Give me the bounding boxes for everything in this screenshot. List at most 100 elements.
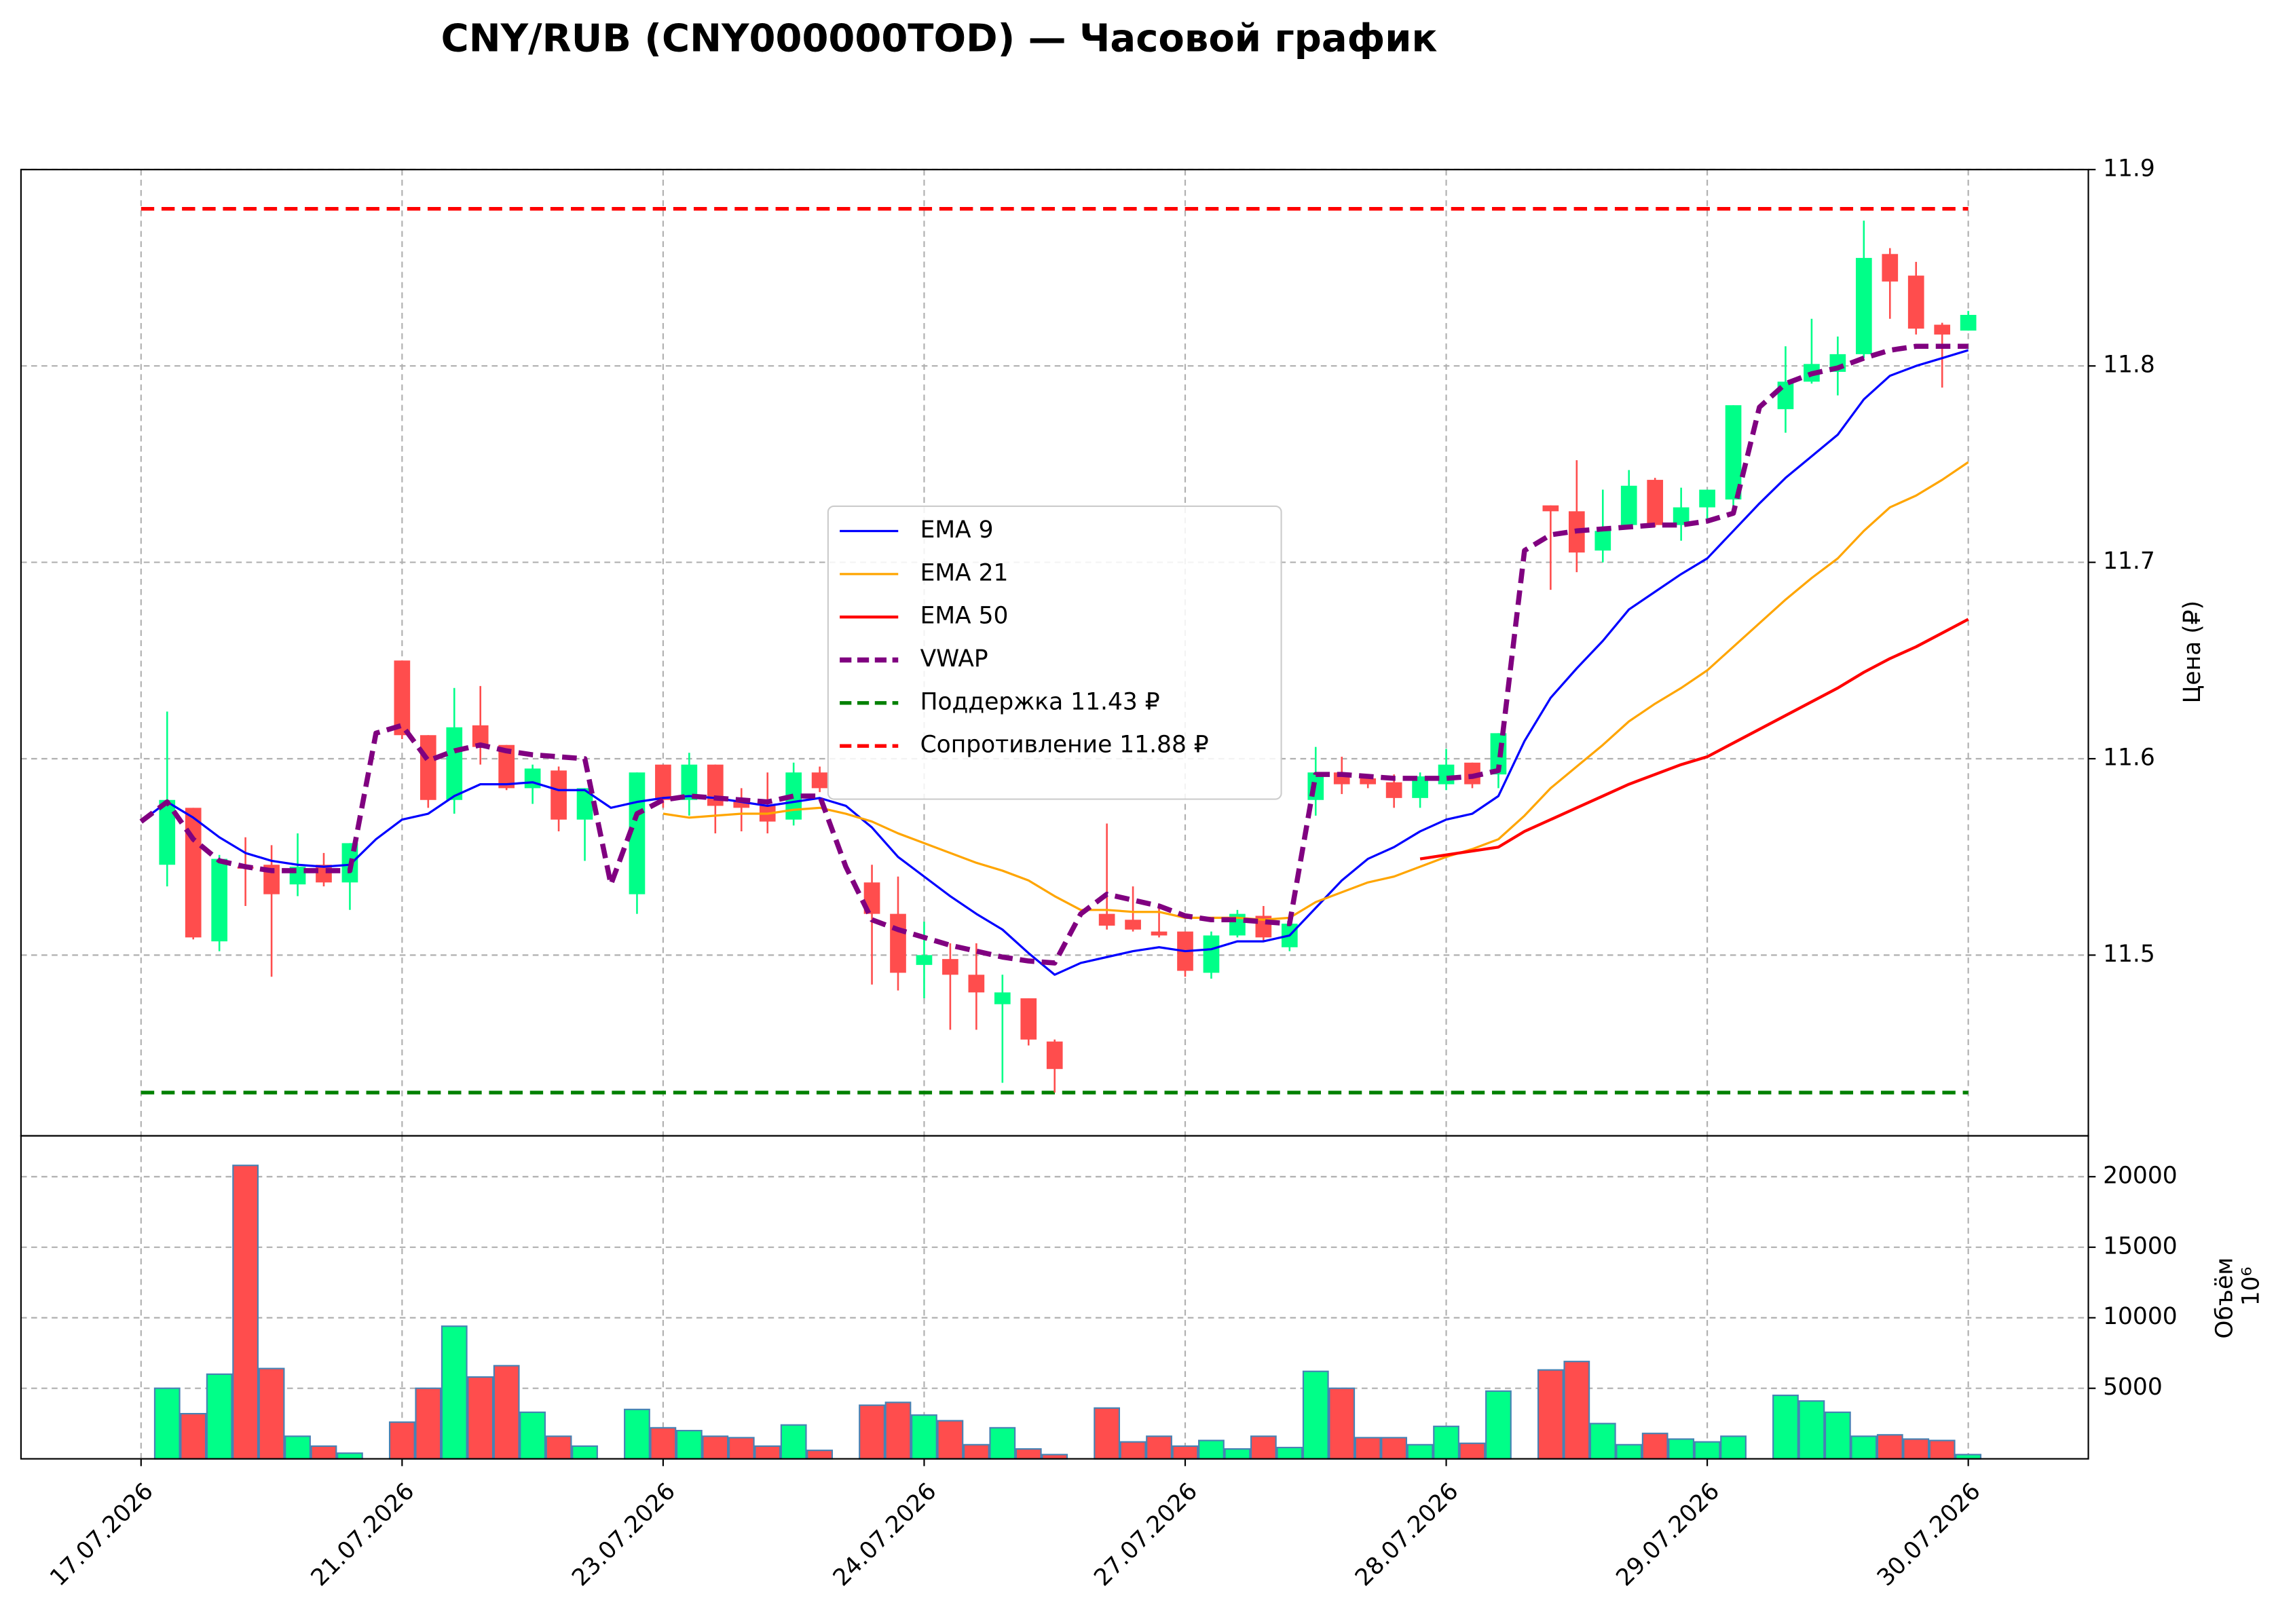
candle-body	[1855, 258, 1872, 354]
y-tick-label: 5000	[2103, 1374, 2163, 1401]
volume-bar	[1146, 1435, 1172, 1460]
candle-body	[1046, 1041, 1063, 1070]
legend-label: EMA 9	[920, 516, 994, 544]
candle-body	[1385, 782, 1402, 798]
volume-bar	[989, 1427, 1016, 1460]
volume-axis-label: Объём	[2212, 1258, 2239, 1339]
candle-body	[1203, 935, 1220, 973]
volume-bar	[1381, 1437, 1408, 1460]
candle-body	[1360, 778, 1377, 785]
volume-bar	[1668, 1438, 1695, 1460]
y-tick-label: 11.5	[2103, 941, 2155, 968]
volume-bar	[937, 1420, 964, 1460]
volume-bar	[780, 1424, 807, 1460]
volume-bar	[702, 1435, 729, 1460]
y-tick-label: 11.6	[2103, 744, 2155, 771]
candle-body	[1699, 489, 1715, 508]
volume-bar	[1641, 1433, 1668, 1460]
volume-bar	[153, 1387, 181, 1460]
volume-bar	[284, 1435, 311, 1460]
candle-body	[159, 799, 176, 865]
candle-body	[655, 764, 671, 800]
volume-bar	[1876, 1434, 1903, 1460]
indicator-line	[1419, 618, 1969, 861]
candle-body	[551, 770, 567, 820]
indicator-line	[663, 461, 1969, 921]
candle-body	[733, 801, 750, 808]
candle-body	[472, 725, 489, 747]
candle-body	[576, 788, 593, 820]
volume-bar	[1928, 1439, 1956, 1460]
volume-bar	[1276, 1446, 1303, 1460]
volume-bar	[1119, 1441, 1146, 1460]
candle-body	[1673, 507, 1690, 525]
candle-body	[446, 727, 463, 800]
volume-bar	[963, 1443, 990, 1460]
volume-bar	[1798, 1400, 1825, 1460]
volume-bar	[1250, 1435, 1277, 1460]
volume-bar	[572, 1445, 598, 1460]
volume-bar	[337, 1452, 363, 1460]
candle-body	[394, 660, 411, 736]
volume-bar	[650, 1427, 677, 1460]
legend-label: EMA 50	[920, 603, 1009, 630]
volume-bar	[1824, 1411, 1851, 1460]
candle-body	[1882, 254, 1899, 282]
volume-bar	[206, 1373, 233, 1460]
volume-bar	[467, 1376, 494, 1460]
candle-body	[811, 772, 828, 789]
candle-body	[942, 959, 958, 975]
candle-body	[1542, 505, 1559, 512]
candle-body	[1438, 764, 1455, 785]
volume-bar	[911, 1414, 937, 1460]
candle-body	[211, 858, 228, 942]
volume-bar	[884, 1401, 912, 1460]
candle-body	[524, 768, 541, 789]
candle-body	[1020, 998, 1037, 1040]
legend-label: VWAP	[920, 645, 988, 673]
volume-bar	[1459, 1442, 1486, 1460]
volume-bar	[258, 1367, 285, 1460]
candle-body	[1620, 485, 1637, 525]
indicator-line	[140, 349, 1969, 976]
volume-bar	[1015, 1448, 1042, 1460]
volume-bar	[1354, 1437, 1381, 1460]
volume-bar	[1537, 1369, 1564, 1460]
candle-body	[707, 764, 724, 806]
volume-bar	[415, 1387, 442, 1460]
candle-body	[681, 764, 698, 800]
candle-body	[1464, 762, 1480, 785]
candle-body	[1960, 314, 1977, 331]
volume-bar	[545, 1435, 572, 1460]
legend: EMA 9 EMA 21 EMA 50 VWAP Поддержка 11.43 ₽ Со…	[827, 505, 1282, 800]
indicator-line	[139, 343, 1969, 966]
y-tick-label: 11.9	[2103, 155, 2155, 182]
candle-body	[994, 992, 1011, 1004]
volume-bar	[1485, 1390, 1512, 1460]
volume-bar	[1772, 1394, 1799, 1460]
volume-bar	[1198, 1439, 1225, 1460]
candle-body	[1412, 776, 1428, 798]
volume-bar	[1720, 1435, 1747, 1460]
y-tick-label: 11.8	[2103, 352, 2155, 379]
volume-frame	[20, 1135, 2089, 1460]
volume-bar	[675, 1429, 703, 1460]
volume-bar	[1616, 1443, 1643, 1460]
volume-bar	[1328, 1387, 1356, 1460]
volume-bar	[624, 1408, 650, 1460]
volume-bar	[519, 1411, 546, 1460]
candle-body	[185, 808, 202, 938]
volume-bar	[441, 1325, 468, 1460]
volume-bar	[1224, 1448, 1251, 1460]
volume-bar	[1406, 1443, 1434, 1460]
y-axis-label: Цена (₽)	[2179, 601, 2206, 703]
volume-bar	[493, 1365, 520, 1460]
candle-body	[419, 735, 436, 800]
candle-body	[1125, 920, 1141, 930]
y-tick-label: 11.7	[2103, 548, 2155, 575]
candle-body	[1594, 531, 1611, 551]
candle-body	[1725, 405, 1742, 500]
candle-body	[1907, 276, 1924, 329]
volume-bar	[806, 1450, 834, 1460]
